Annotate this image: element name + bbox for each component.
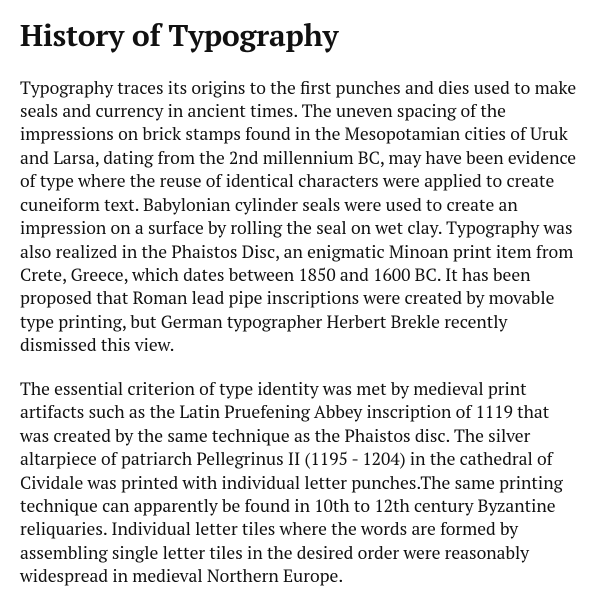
body-paragraph: The essential criterion of type identity…	[20, 378, 580, 589]
document-page: History of Typography Typography traces …	[0, 0, 600, 609]
page-title: History of Typography	[20, 18, 580, 53]
body-paragraph: Typography traces its origins to the fir…	[20, 77, 580, 358]
